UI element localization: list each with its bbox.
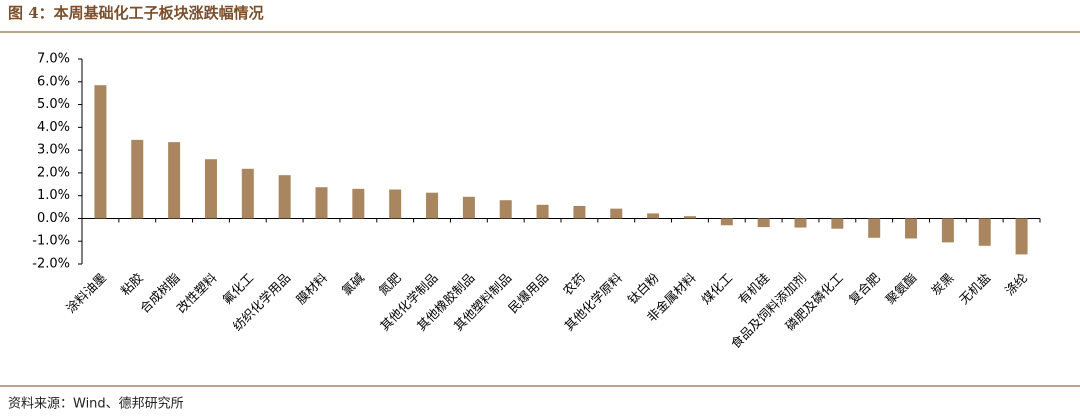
x-tick-label: 煤化工 [698,270,735,307]
bar [683,216,696,219]
x-tick-label: 涂料油墨 [63,270,109,316]
x-tick-label: 无机盐 [956,270,993,307]
bar [573,205,586,219]
bar [720,218,733,226]
y-tick-label: 4.0% [37,120,70,135]
bar [499,200,512,219]
y-tick-label: 2.0% [37,165,70,180]
bar [352,188,365,219]
source-note: 资料来源：Wind、德邦研究所 [8,397,184,412]
bar [941,218,954,243]
bar [315,187,328,219]
y-tick-label: 7.0% [37,52,70,67]
bar [905,218,918,239]
bar [204,159,217,219]
bar [536,204,549,219]
y-tick-label: 1.0% [37,188,70,203]
x-tick-label: 粘胶 [118,270,146,298]
bar [131,139,144,219]
bar [978,218,991,246]
x-tick-label: 氮肥 [375,270,404,299]
bar [389,189,402,219]
bar [426,192,439,219]
bar [610,208,623,219]
bar [831,218,844,229]
y-tick-label: 5.0% [37,97,70,112]
x-tick-label: 膜材料 [293,270,330,307]
bar [241,168,254,219]
bar [462,196,475,219]
y-tick-label: 6.0% [37,74,70,89]
chart-title: 图 4：本周基础化工子板块涨跌幅情况 [8,4,264,22]
x-tick-label: 合成树脂 [137,270,183,316]
x-tick-label: 涤纶 [1002,270,1030,298]
bar [278,175,291,219]
x-tick-label: 聚氨酯 [883,270,920,307]
x-tick-label: 民爆用品 [505,270,551,316]
bar [1015,218,1028,255]
bar [868,218,881,238]
bar [794,218,807,228]
bar [94,85,107,219]
y-tick-label: -1.0% [32,234,70,249]
x-tick-label: 农药 [560,270,588,298]
x-tick-label: 改性塑料 [174,270,220,316]
x-tick-label: 氯碱 [339,270,368,299]
y-tick-label: -2.0% [32,257,70,272]
y-tick-label: 3.0% [37,143,70,158]
bar [757,218,770,228]
bar [647,213,660,219]
x-tick-label: 炭黑 [928,270,956,298]
y-tick-label: 0.0% [37,211,70,226]
bar [168,142,181,219]
x-tick-label: 复合肥 [846,270,883,307]
